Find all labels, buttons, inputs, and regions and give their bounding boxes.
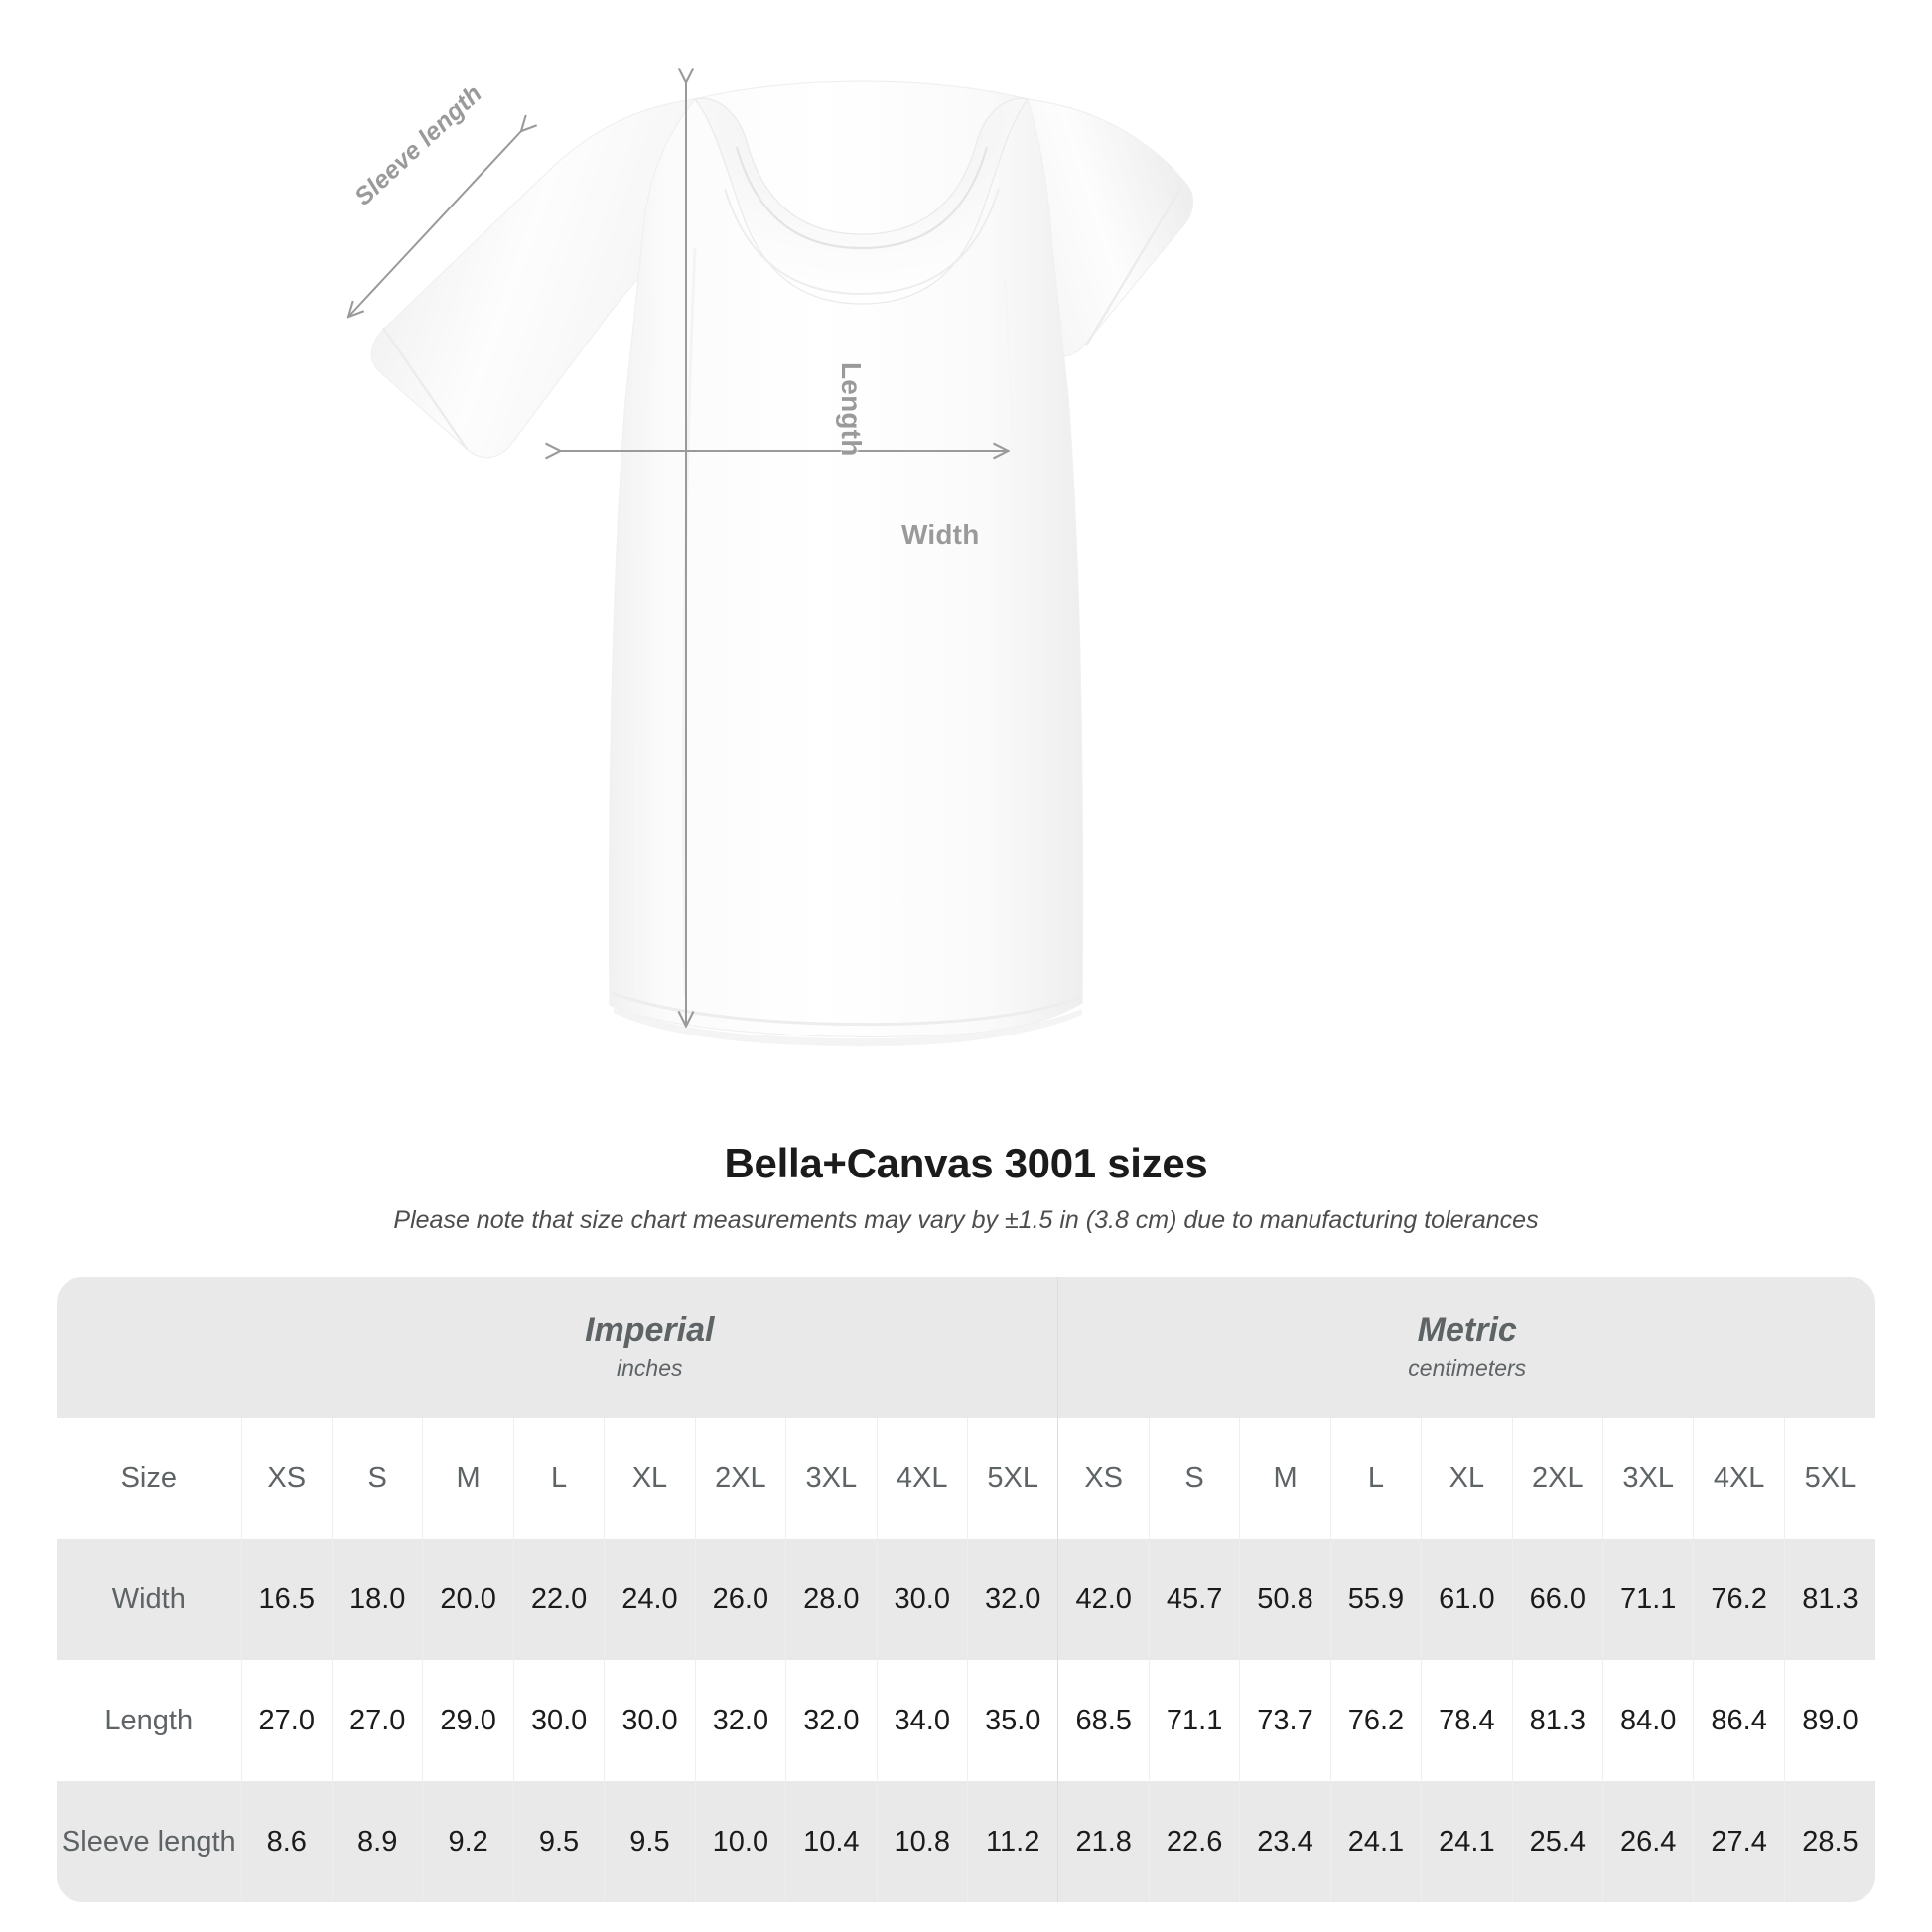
cell-sleeve-length-2xl-imperial: 10.0 bbox=[694, 1781, 786, 1902]
cell-width-xl-metric: 61.0 bbox=[1421, 1539, 1513, 1660]
cell-width-l-imperial: 22.0 bbox=[512, 1539, 605, 1660]
cell-sleeve-length-xs-imperial: 8.6 bbox=[240, 1781, 333, 1902]
cell-width-3xl-metric: 71.1 bbox=[1601, 1539, 1694, 1660]
size-header-xl-imperial: XL bbox=[604, 1418, 696, 1539]
cell-length-xl-imperial: 30.0 bbox=[604, 1660, 696, 1781]
cell-length-s-metric: 71.1 bbox=[1148, 1660, 1240, 1781]
cell-width-2xl-imperial: 26.0 bbox=[694, 1539, 786, 1660]
row-label-width: Width bbox=[57, 1539, 242, 1660]
size-header-m-imperial: M bbox=[422, 1418, 514, 1539]
cell-width-3xl-imperial: 28.0 bbox=[785, 1539, 878, 1660]
cell-width-5xl-imperial: 32.0 bbox=[966, 1539, 1058, 1660]
size-header-2xl-imperial: 2XL bbox=[694, 1418, 786, 1539]
cell-length-xs-metric: 68.5 bbox=[1057, 1660, 1150, 1781]
size-header-s-imperial: S bbox=[331, 1418, 423, 1539]
cell-length-4xl-metric: 86.4 bbox=[1693, 1660, 1785, 1781]
cell-sleeve-length-s-metric: 22.6 bbox=[1148, 1781, 1240, 1902]
row-label-length: Length bbox=[57, 1660, 242, 1781]
unit-group-header-row: Imperial inches Metric centimeters bbox=[57, 1277, 1875, 1418]
cell-length-4xl-imperial: 34.0 bbox=[876, 1660, 968, 1781]
size-chart-heading: Bella+Canvas 3001 sizes Please note that… bbox=[0, 1140, 1932, 1235]
size-header-4xl-metric: 4XL bbox=[1693, 1418, 1785, 1539]
cell-length-xl-metric: 78.4 bbox=[1421, 1660, 1513, 1781]
cell-length-2xl-imperial: 32.0 bbox=[694, 1660, 786, 1781]
cell-length-3xl-metric: 84.0 bbox=[1601, 1660, 1694, 1781]
cell-length-xs-imperial: 27.0 bbox=[240, 1660, 333, 1781]
sleeve-length-arrow bbox=[349, 130, 522, 316]
cell-length-m-metric: 73.7 bbox=[1239, 1660, 1331, 1781]
size-header-4xl-imperial: 4XL bbox=[876, 1418, 968, 1539]
unit-group-name: Imperial bbox=[585, 1311, 715, 1349]
size-header-s-metric: S bbox=[1148, 1418, 1240, 1539]
size-header-m-metric: M bbox=[1239, 1418, 1331, 1539]
size-header-xs-metric: XS bbox=[1057, 1418, 1150, 1539]
unit-group-subtitle: inches bbox=[617, 1355, 683, 1381]
tolerance-note: Please note that size chart measurements… bbox=[393, 1206, 1539, 1235]
size-row-label: Size bbox=[57, 1418, 242, 1539]
length-dimension-label: Length bbox=[836, 362, 867, 457]
cell-sleeve-length-3xl-metric: 26.4 bbox=[1601, 1781, 1694, 1902]
cell-sleeve-length-m-imperial: 9.2 bbox=[422, 1781, 514, 1902]
tshirt-illustration bbox=[0, 0, 1194, 1047]
cell-width-s-metric: 45.7 bbox=[1148, 1539, 1240, 1660]
cell-sleeve-length-3xl-imperial: 10.4 bbox=[785, 1781, 878, 1902]
cell-width-5xl-metric: 81.3 bbox=[1783, 1539, 1875, 1660]
cell-width-m-imperial: 20.0 bbox=[422, 1539, 514, 1660]
size-header-l-metric: L bbox=[1329, 1418, 1422, 1539]
size-header-xs-imperial: XS bbox=[240, 1418, 333, 1539]
unit-group-imperial: Imperial inches bbox=[241, 1277, 1058, 1418]
cell-sleeve-length-xl-metric: 24.1 bbox=[1421, 1781, 1513, 1902]
cell-width-m-metric: 50.8 bbox=[1239, 1539, 1331, 1660]
cell-sleeve-length-xs-metric: 21.8 bbox=[1057, 1781, 1150, 1902]
size-chart-table-container: Imperial inches Metric centimeters Size XS S M L… bbox=[57, 1277, 1875, 1902]
width-dimension-label: Width bbox=[901, 519, 980, 550]
unit-group-name: Metric bbox=[1417, 1311, 1517, 1349]
cell-length-s-imperial: 27.0 bbox=[331, 1660, 423, 1781]
cell-sleeve-length-m-metric: 23.4 bbox=[1239, 1781, 1331, 1902]
unit-group-metric: Metric centimeters bbox=[1057, 1277, 1875, 1418]
cell-sleeve-length-l-imperial: 9.5 bbox=[512, 1781, 605, 1902]
cell-sleeve-length-4xl-metric: 27.4 bbox=[1693, 1781, 1785, 1902]
cell-length-l-imperial: 30.0 bbox=[512, 1660, 605, 1781]
size-header-3xl-metric: 3XL bbox=[1601, 1418, 1694, 1539]
cell-length-l-metric: 76.2 bbox=[1329, 1660, 1422, 1781]
size-header-3xl-imperial: 3XL bbox=[785, 1418, 878, 1539]
unit-group-subtitle: centimeters bbox=[1408, 1355, 1527, 1381]
cell-length-2xl-metric: 81.3 bbox=[1511, 1660, 1603, 1781]
unit-header-spacer bbox=[57, 1277, 242, 1418]
cell-sleeve-length-2xl-metric: 25.4 bbox=[1511, 1781, 1603, 1902]
cell-sleeve-length-s-imperial: 8.9 bbox=[331, 1781, 423, 1902]
cell-width-xl-imperial: 24.0 bbox=[604, 1539, 696, 1660]
table-row: Sleeve length 8.6 8.9 9.2 9.5 9.5 10.0 10.4 10.8… bbox=[57, 1781, 1875, 1902]
table-row: Length 27.0 27.0 29.0 30.0 30.0 32.0 32.0 34.0 35… bbox=[57, 1660, 1875, 1781]
table-row: Width 16.5 18.0 20.0 22.0 24.0 26.0 28.0 30.0 32.… bbox=[57, 1539, 1875, 1660]
size-header-xl-metric: XL bbox=[1421, 1418, 1513, 1539]
cell-sleeve-length-l-metric: 24.1 bbox=[1329, 1781, 1422, 1902]
cell-width-s-imperial: 18.0 bbox=[331, 1539, 423, 1660]
size-header-5xl-metric: 5XL bbox=[1783, 1418, 1875, 1539]
page-title: Bella+Canvas 3001 sizes bbox=[724, 1140, 1208, 1186]
tshirt-diagram: Sleeve length Length Width bbox=[0, 0, 1194, 1047]
cell-length-5xl-imperial: 35.0 bbox=[966, 1660, 1058, 1781]
cell-width-xs-imperial: 16.5 bbox=[240, 1539, 333, 1660]
cell-width-4xl-imperial: 30.0 bbox=[876, 1539, 968, 1660]
cell-width-xs-metric: 42.0 bbox=[1057, 1539, 1150, 1660]
size-chart-table: Imperial inches Metric centimeters Size XS S M L… bbox=[57, 1277, 1875, 1902]
shirt-body-shape bbox=[370, 80, 1194, 1047]
cell-width-2xl-metric: 66.0 bbox=[1511, 1539, 1603, 1660]
cell-sleeve-length-5xl-metric: 28.5 bbox=[1783, 1781, 1875, 1902]
size-header-l-imperial: L bbox=[512, 1418, 605, 1539]
cell-sleeve-length-4xl-imperial: 10.8 bbox=[876, 1781, 968, 1902]
row-label-sleeve-length: Sleeve length bbox=[57, 1781, 242, 1902]
size-header-2xl-metric: 2XL bbox=[1511, 1418, 1603, 1539]
cell-sleeve-length-xl-imperial: 9.5 bbox=[604, 1781, 696, 1902]
cell-length-3xl-imperial: 32.0 bbox=[785, 1660, 878, 1781]
cell-length-m-imperial: 29.0 bbox=[422, 1660, 514, 1781]
size-header-row: Size XS S M L XL 2XL 3XL 4XL 5XL XS S M L XL 2XL 3XL 4XL 5… bbox=[57, 1418, 1875, 1539]
cell-sleeve-length-5xl-imperial: 11.2 bbox=[966, 1781, 1058, 1902]
size-header-5xl-imperial: 5XL bbox=[966, 1418, 1058, 1539]
cell-length-5xl-metric: 89.0 bbox=[1783, 1660, 1875, 1781]
cell-width-l-metric: 55.9 bbox=[1329, 1539, 1422, 1660]
cell-width-4xl-metric: 76.2 bbox=[1693, 1539, 1785, 1660]
